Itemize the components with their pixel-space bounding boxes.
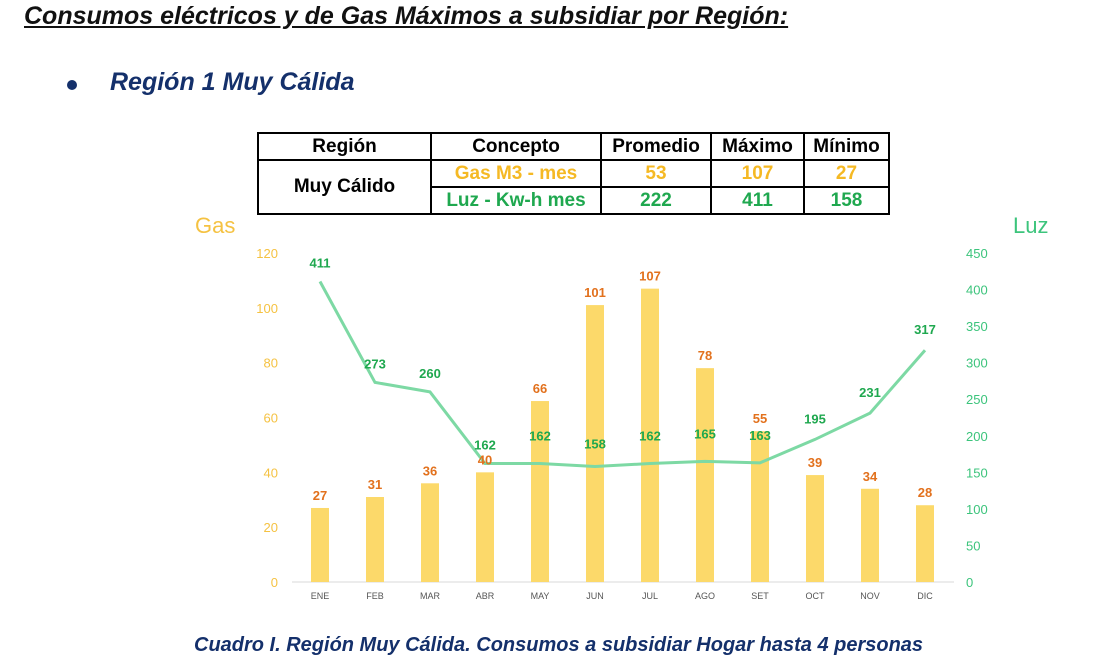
gas-minimo: 27 (803, 159, 890, 188)
line-data-label: 158 (584, 436, 606, 451)
right-axis-label: Luz (1013, 213, 1049, 238)
bar (586, 305, 604, 582)
bar (421, 483, 439, 582)
left-tick-label: 20 (264, 520, 278, 535)
luz-promedio: 222 (600, 186, 712, 215)
page-title: Consumos eléctricos y de Gas Máximos a s… (24, 2, 789, 30)
line-data-label: 317 (914, 322, 936, 337)
x-tick-label: SET (751, 591, 769, 601)
bar (806, 475, 824, 582)
header-maximo: Máximo (710, 132, 805, 161)
bar (366, 497, 384, 582)
bar-data-label: 101 (584, 285, 606, 300)
bullet-icon (67, 80, 77, 90)
left-tick-label: 80 (264, 356, 278, 371)
header-minimo: Mínimo (803, 132, 890, 161)
right-tick-label: 300 (966, 356, 988, 371)
right-tick-label: 400 (966, 283, 988, 298)
left-tick-label: 40 (264, 465, 278, 480)
x-tick-label: NOV (860, 591, 880, 601)
left-tick-label: 60 (264, 411, 278, 426)
x-tick-label: JUL (642, 591, 658, 601)
line-data-label: 231 (859, 385, 881, 400)
header-region: Región (257, 132, 432, 161)
right-tick-label: 450 (966, 246, 988, 261)
gas-concepto: Gas M3 - mes (430, 159, 602, 188)
header-promedio: Promedio (600, 132, 712, 161)
line-data-label: 165 (694, 426, 716, 441)
line-data-label: 195 (804, 411, 826, 426)
right-tick-label: 250 (966, 392, 988, 407)
caption: Cuadro I. Región Muy Cálida. Consumos a … (194, 634, 924, 656)
bar (916, 505, 934, 582)
bar-data-label: 39 (808, 455, 822, 470)
region-cell: Muy Cálido (257, 159, 432, 215)
header-concepto: Concepto (430, 132, 602, 161)
bar (531, 401, 549, 582)
bar-data-label: 36 (423, 463, 437, 478)
bar (696, 368, 714, 582)
summary-table: Región Concepto Promedio Máximo Mínimo M… (257, 132, 890, 215)
line-data-label: 162 (529, 429, 551, 444)
gas-promedio: 53 (600, 159, 712, 188)
bar-data-label: 31 (368, 477, 382, 492)
x-tick-label: JUN (586, 591, 604, 601)
x-tick-label: FEB (366, 591, 384, 601)
x-tick-label: ENE (311, 591, 330, 601)
bar (641, 288, 659, 582)
bar-data-label: 34 (863, 469, 878, 484)
line-data-label: 163 (749, 428, 771, 443)
bar (311, 507, 329, 582)
x-tick-label: MAR (420, 591, 441, 601)
left-tick-label: 120 (256, 246, 278, 261)
bar (751, 431, 769, 582)
bar-data-label: 40 (478, 452, 492, 467)
luz-maximo: 411 (710, 186, 805, 215)
left-tick-label: 0 (271, 575, 278, 590)
x-tick-label: DIC (917, 591, 933, 601)
bar-data-label: 28 (918, 485, 932, 500)
line-data-label: 260 (419, 366, 441, 381)
x-tick-label: ABR (476, 591, 495, 601)
bar-data-label: 55 (753, 411, 767, 426)
line-data-label: 162 (474, 438, 496, 453)
gas-maximo: 107 (710, 159, 805, 188)
left-tick-label: 100 (256, 301, 278, 316)
line-data-label: 162 (639, 429, 661, 444)
luz-minimo: 158 (803, 186, 890, 215)
x-tick-label: AGO (695, 591, 715, 601)
bar-data-label: 107 (639, 269, 661, 284)
left-axis-label: Gas (195, 213, 236, 238)
bar (476, 472, 494, 582)
region-heading: Región 1 Muy Cálida (110, 68, 355, 96)
bar-data-label: 27 (313, 488, 327, 503)
right-tick-label: 150 (966, 465, 988, 480)
line-data-label: 273 (364, 356, 386, 371)
right-tick-label: 0 (966, 575, 973, 590)
x-tick-label: OCT (806, 591, 826, 601)
line-series (318, 280, 927, 468)
right-tick-label: 100 (966, 502, 988, 517)
bar-data-label: 78 (698, 348, 712, 363)
right-tick-label: 200 (966, 429, 988, 444)
x-tick-label: MAY (531, 591, 550, 601)
line-data-label: 411 (310, 256, 331, 271)
right-tick-label: 50 (966, 538, 980, 553)
right-tick-label: 350 (966, 319, 988, 334)
luz-concepto: Luz - Kw-h mes (430, 186, 602, 215)
bar-data-label: 66 (533, 381, 547, 396)
bar (861, 488, 879, 582)
